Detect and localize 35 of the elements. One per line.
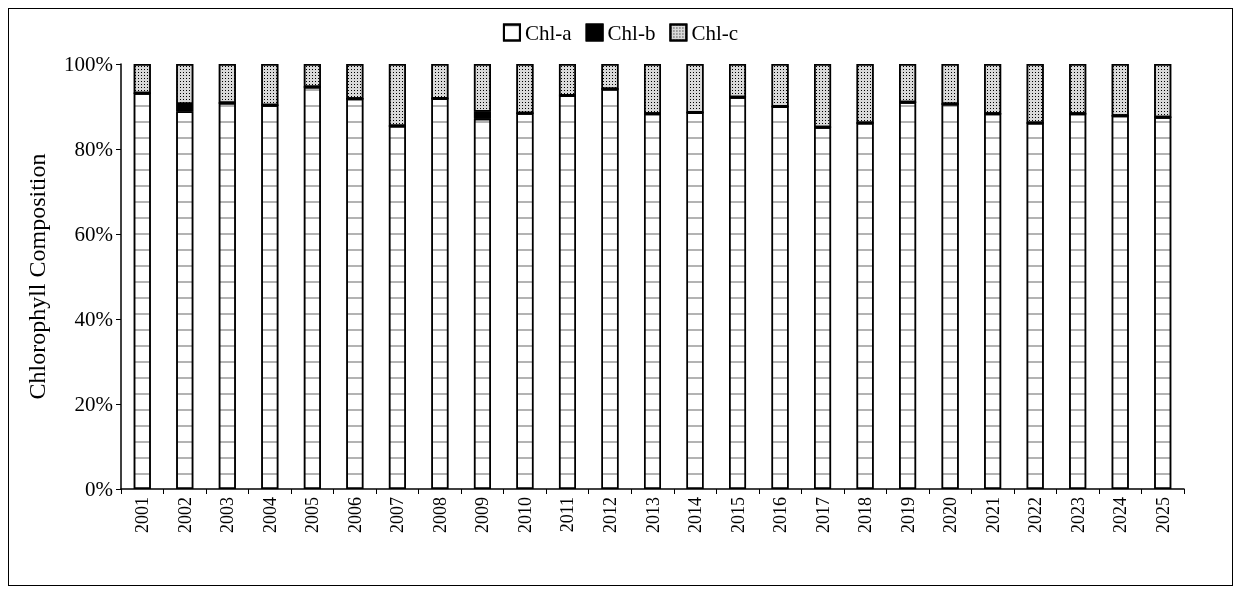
- x-tick-label: 2016: [770, 497, 791, 533]
- x-tick-label: 2015: [727, 497, 748, 533]
- x-tick-label: 2013: [642, 497, 663, 533]
- x-tick-label: 2020: [940, 497, 961, 533]
- x-tick-label: 2022: [1025, 497, 1046, 533]
- x-tick-label: 2008: [429, 497, 450, 533]
- x-tick-label: 2011: [557, 497, 578, 533]
- y-axis-title: Chlorophyll Composition: [24, 153, 50, 400]
- y-tick-label: 40%: [74, 307, 113, 331]
- x-tick-label: 2007: [387, 497, 408, 533]
- x-tick-label: 2003: [217, 497, 238, 533]
- x-tick-label: 2004: [259, 497, 280, 533]
- y-tick-label: 60%: [74, 222, 113, 246]
- x-tick-label: 2019: [897, 497, 918, 533]
- x-tick-label: 2005: [302, 497, 323, 533]
- x-tick-label: 2023: [1067, 497, 1088, 533]
- x-tick-label: 2014: [685, 497, 706, 533]
- y-tick-label: 100%: [64, 52, 113, 76]
- x-tick-label: 2024: [1110, 497, 1131, 533]
- x-tick-label: 2025: [1152, 497, 1173, 533]
- x-tick-label: 2010: [514, 497, 535, 533]
- y-tick-label: 80%: [74, 137, 113, 161]
- x-tick-label: 2021: [982, 497, 1003, 533]
- legend-label: Chl-a: [524, 20, 573, 45]
- y-tick-label: 20%: [74, 392, 113, 416]
- x-tick-label: 2009: [472, 497, 493, 533]
- x-tick-label: 2018: [855, 497, 876, 533]
- x-tick-label: 2002: [174, 497, 195, 533]
- x-tick-label: 2017: [812, 497, 833, 533]
- x-tick-label: 2012: [599, 497, 620, 533]
- x-tick-label: 2001: [132, 497, 153, 533]
- x-tick-label: 2006: [344, 497, 365, 533]
- legend-label: Chl-c: [691, 20, 739, 45]
- legend-label: Chl-b: [607, 20, 656, 45]
- y-tick-label: 0%: [85, 477, 113, 501]
